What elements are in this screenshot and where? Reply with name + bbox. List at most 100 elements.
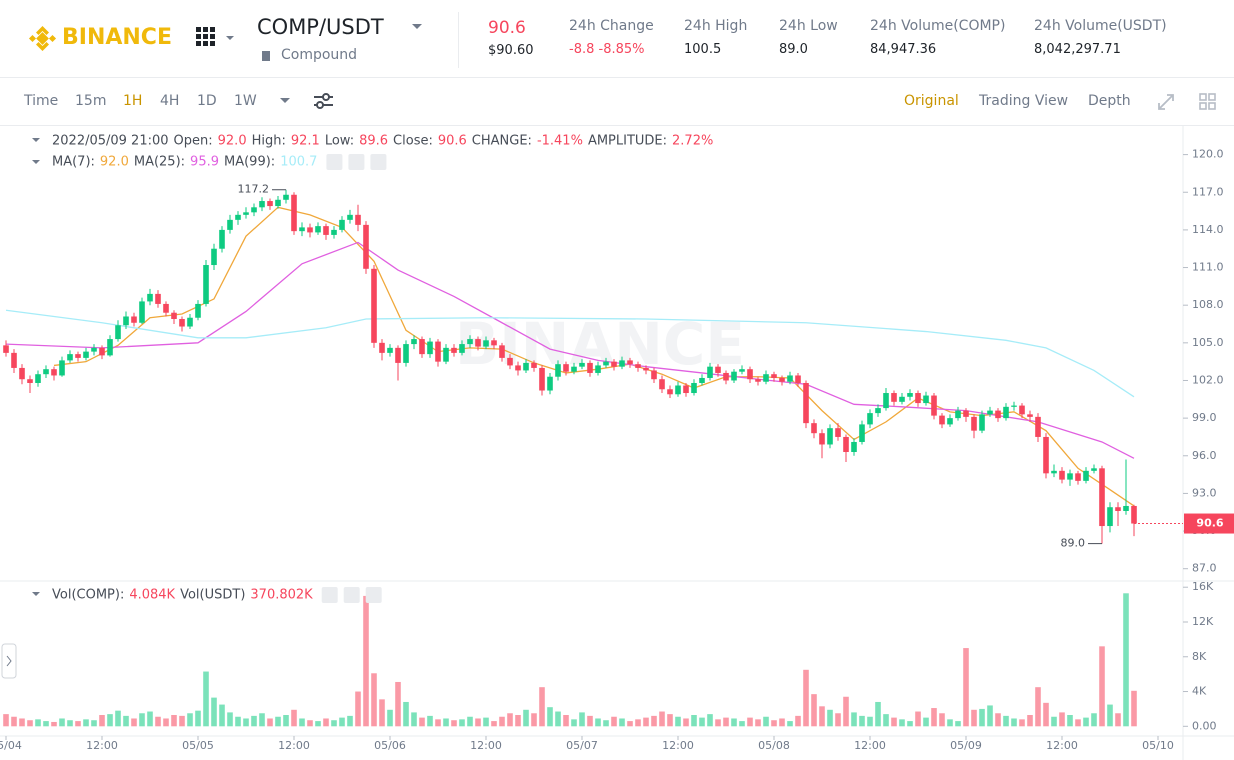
- candle-body: [67, 354, 73, 361]
- volume-bar: [723, 717, 729, 727]
- candle-body: [211, 248, 217, 266]
- candle-body: [763, 374, 769, 382]
- view-tab[interactable]: Original: [904, 93, 959, 109]
- volume-bar: [987, 705, 993, 727]
- candle-body: [979, 414, 985, 431]
- candle-body: [339, 219, 345, 230]
- candle-body: [355, 214, 361, 225]
- legend-text: Vol(USDT): [180, 588, 245, 603]
- volume-bar: [35, 719, 41, 727]
- candle-body: [987, 410, 993, 415]
- candle-body: [427, 341, 433, 355]
- candle-body: [843, 436, 849, 453]
- volume-bar: [179, 715, 185, 727]
- candle-body: [395, 347, 401, 363]
- volume-bar: [1051, 716, 1057, 727]
- candle-body: [283, 194, 289, 200]
- volume-bar: [635, 719, 641, 727]
- volume-bar: [643, 717, 649, 727]
- settings-icon[interactable]: [313, 91, 335, 111]
- volume-bar: [259, 713, 265, 727]
- candle-body: [219, 229, 225, 249]
- view-tab[interactable]: Trading View: [979, 93, 1069, 109]
- volume-bar: [355, 691, 361, 727]
- candle-body: [123, 316, 129, 326]
- volume-bar: [67, 720, 73, 727]
- legend-text: 100.7: [280, 155, 317, 170]
- volume-bar: [715, 719, 721, 727]
- x-tick-label: 05/04: [0, 739, 22, 752]
- candle-body: [859, 424, 865, 442]
- stat-value: 100.5: [684, 42, 722, 57]
- candle-body: [299, 227, 305, 232]
- interval[interactable]: 15m: [75, 93, 107, 109]
- candle-body: [1051, 470, 1057, 474]
- volume-bar: [667, 714, 673, 727]
- volume-bar: [459, 719, 465, 727]
- volume-bar: [427, 715, 433, 727]
- x-tick-label: 12:00: [470, 739, 502, 752]
- volume-bar: [891, 717, 897, 727]
- volume-bar: [947, 719, 953, 727]
- volume-bar: [747, 717, 753, 727]
- side-toggle[interactable]: [1, 643, 17, 679]
- volume-bar: [955, 721, 961, 727]
- volume-bar: [691, 715, 697, 727]
- candle-body: [939, 415, 945, 425]
- y-tick-label: 87.0: [1192, 562, 1217, 575]
- interval[interactable]: Time: [24, 93, 59, 109]
- y-tick-label: 105.0: [1192, 336, 1224, 349]
- volume-bar: [371, 673, 377, 727]
- volume-bar: [595, 718, 601, 727]
- pair-caret[interactable]: [410, 22, 424, 32]
- interval[interactable]: 1H: [123, 93, 143, 109]
- candle-body: [963, 410, 969, 417]
- interval[interactable]: 4H: [160, 93, 180, 109]
- candle-body: [947, 418, 953, 425]
- volume-bar: [91, 720, 97, 727]
- view-tab[interactable]: Depth: [1088, 93, 1131, 109]
- fullscreen-icon[interactable]: [1156, 92, 1176, 112]
- volume-bar: [811, 694, 817, 727]
- interval[interactable]: 1D: [197, 93, 217, 109]
- brand: BINANCE: [62, 25, 172, 50]
- layout-icon[interactable]: [1198, 92, 1218, 112]
- y-tick-label: 93.0: [1192, 486, 1217, 499]
- volume-bar: [963, 648, 969, 727]
- y-tick-label: 117.0: [1192, 185, 1224, 198]
- candle-body: [571, 366, 577, 372]
- candle-body: [827, 428, 833, 445]
- candle-body: [435, 341, 441, 362]
- legend-text: -1.41%: [537, 134, 583, 149]
- volume-bar: [99, 715, 105, 727]
- collapse-caret: [32, 160, 40, 164]
- volume-bar: [627, 721, 633, 727]
- candle-body: [795, 375, 801, 383]
- menu-icon[interactable]: [196, 27, 240, 49]
- candle-body: [307, 227, 313, 233]
- vol-gear-icon: [343, 587, 360, 603]
- volume-bar: [1115, 713, 1121, 727]
- candle-body: [467, 339, 473, 345]
- volume-bar: [227, 712, 233, 727]
- candle-body: [579, 362, 585, 367]
- candle-body: [139, 301, 145, 323]
- volume-bar: [587, 715, 593, 727]
- logo-icon: [28, 26, 57, 51]
- pair[interactable]: COMP/USDT: [257, 15, 384, 39]
- candle-body: [35, 374, 41, 383]
- candle-body: [1131, 505, 1137, 524]
- collapse-caret: [32, 138, 40, 142]
- more-caret[interactable]: [278, 97, 292, 107]
- candle-body: [1067, 473, 1073, 480]
- vol-tick-label: 8K: [1192, 650, 1207, 663]
- candle-body: [323, 226, 329, 235]
- interval[interactable]: 1W: [234, 93, 257, 109]
- candle-body: [291, 194, 297, 232]
- volume-bar: [163, 718, 169, 727]
- legend-gear-icon: [348, 154, 365, 170]
- candle-body: [547, 376, 553, 391]
- volume-bar: [907, 721, 913, 727]
- candle-body: [259, 201, 265, 208]
